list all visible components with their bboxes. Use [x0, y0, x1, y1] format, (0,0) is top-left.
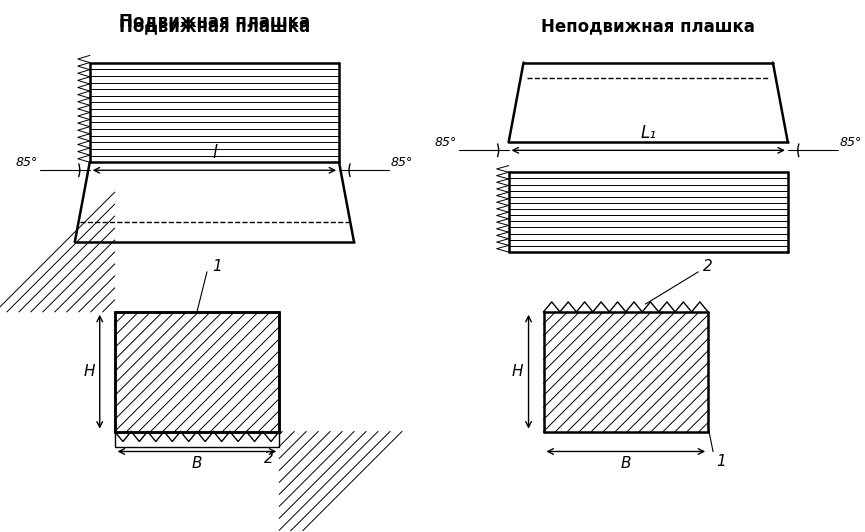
FancyBboxPatch shape: [115, 312, 279, 446]
Text: 1: 1: [716, 454, 726, 469]
Text: Подвижная плашка: Подвижная плашка: [119, 13, 310, 31]
Text: H: H: [512, 364, 523, 379]
Text: 85°: 85°: [391, 156, 413, 169]
Text: B: B: [192, 456, 202, 471]
Text: 85°: 85°: [434, 136, 457, 149]
Text: Неподвижная плашка: Неподвижная плашка: [541, 18, 755, 36]
Text: l: l: [212, 144, 217, 162]
Text: 85°: 85°: [16, 156, 38, 169]
Text: 2: 2: [265, 452, 274, 467]
Text: Подвижная плашка: Подвижная плашка: [119, 18, 310, 36]
Text: 2: 2: [703, 260, 713, 275]
Text: B: B: [620, 456, 631, 471]
Polygon shape: [115, 312, 279, 431]
Text: 1: 1: [212, 260, 221, 275]
Text: H: H: [83, 364, 95, 379]
Text: 85°: 85°: [840, 136, 862, 149]
Text: L₁: L₁: [640, 124, 657, 143]
